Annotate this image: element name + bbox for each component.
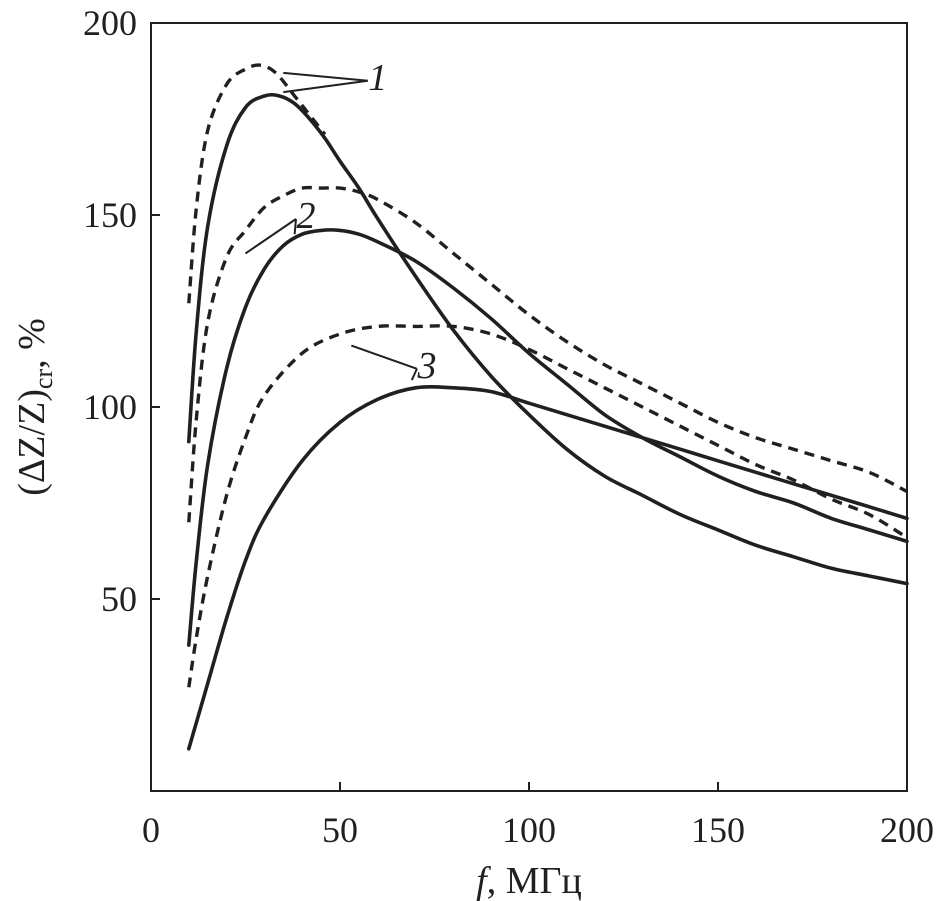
x-tick-label: 50 bbox=[322, 810, 358, 850]
series-3-dashed-line bbox=[187, 324, 908, 688]
series-2-dashed-line bbox=[187, 185, 908, 523]
series-layer bbox=[187, 63, 909, 751]
x-tick-label: 150 bbox=[691, 810, 745, 850]
y-tick-label: 100 bbox=[83, 387, 137, 427]
x-axis-title: f, МГц bbox=[476, 860, 582, 901]
x-tick-label: 100 bbox=[502, 810, 556, 850]
leader-line bbox=[244, 218, 297, 255]
plot-frame bbox=[150, 22, 908, 792]
leader-line bbox=[283, 71, 368, 82]
series-3-solid-line bbox=[187, 385, 909, 751]
leader-line bbox=[410, 368, 418, 381]
x-tick-label: 0 bbox=[142, 810, 160, 850]
leader-line bbox=[283, 79, 368, 94]
series-1-dashed-line bbox=[187, 63, 327, 304]
y-axis-title: (ΔZ/Z)cr, % bbox=[11, 318, 58, 496]
y-tick-label: 150 bbox=[83, 195, 137, 235]
axis-ticks: 0 50 100 150 200 50 100 150 200 bbox=[83, 3, 934, 850]
annotation-layer: 1 2 3 bbox=[244, 57, 436, 387]
curve-label-3: 3 bbox=[416, 345, 436, 387]
y-tick-label: 50 bbox=[101, 579, 137, 619]
curve-label-2: 2 bbox=[296, 195, 315, 237]
series-2-solid-line bbox=[187, 228, 909, 647]
y-tick-label: 200 bbox=[83, 3, 137, 43]
curve-label-1: 1 bbox=[368, 57, 387, 99]
series-1-solid-line bbox=[187, 92, 909, 586]
leader-line bbox=[293, 218, 297, 235]
x-tick-label: 200 bbox=[880, 810, 934, 850]
leader-line bbox=[351, 344, 418, 370]
